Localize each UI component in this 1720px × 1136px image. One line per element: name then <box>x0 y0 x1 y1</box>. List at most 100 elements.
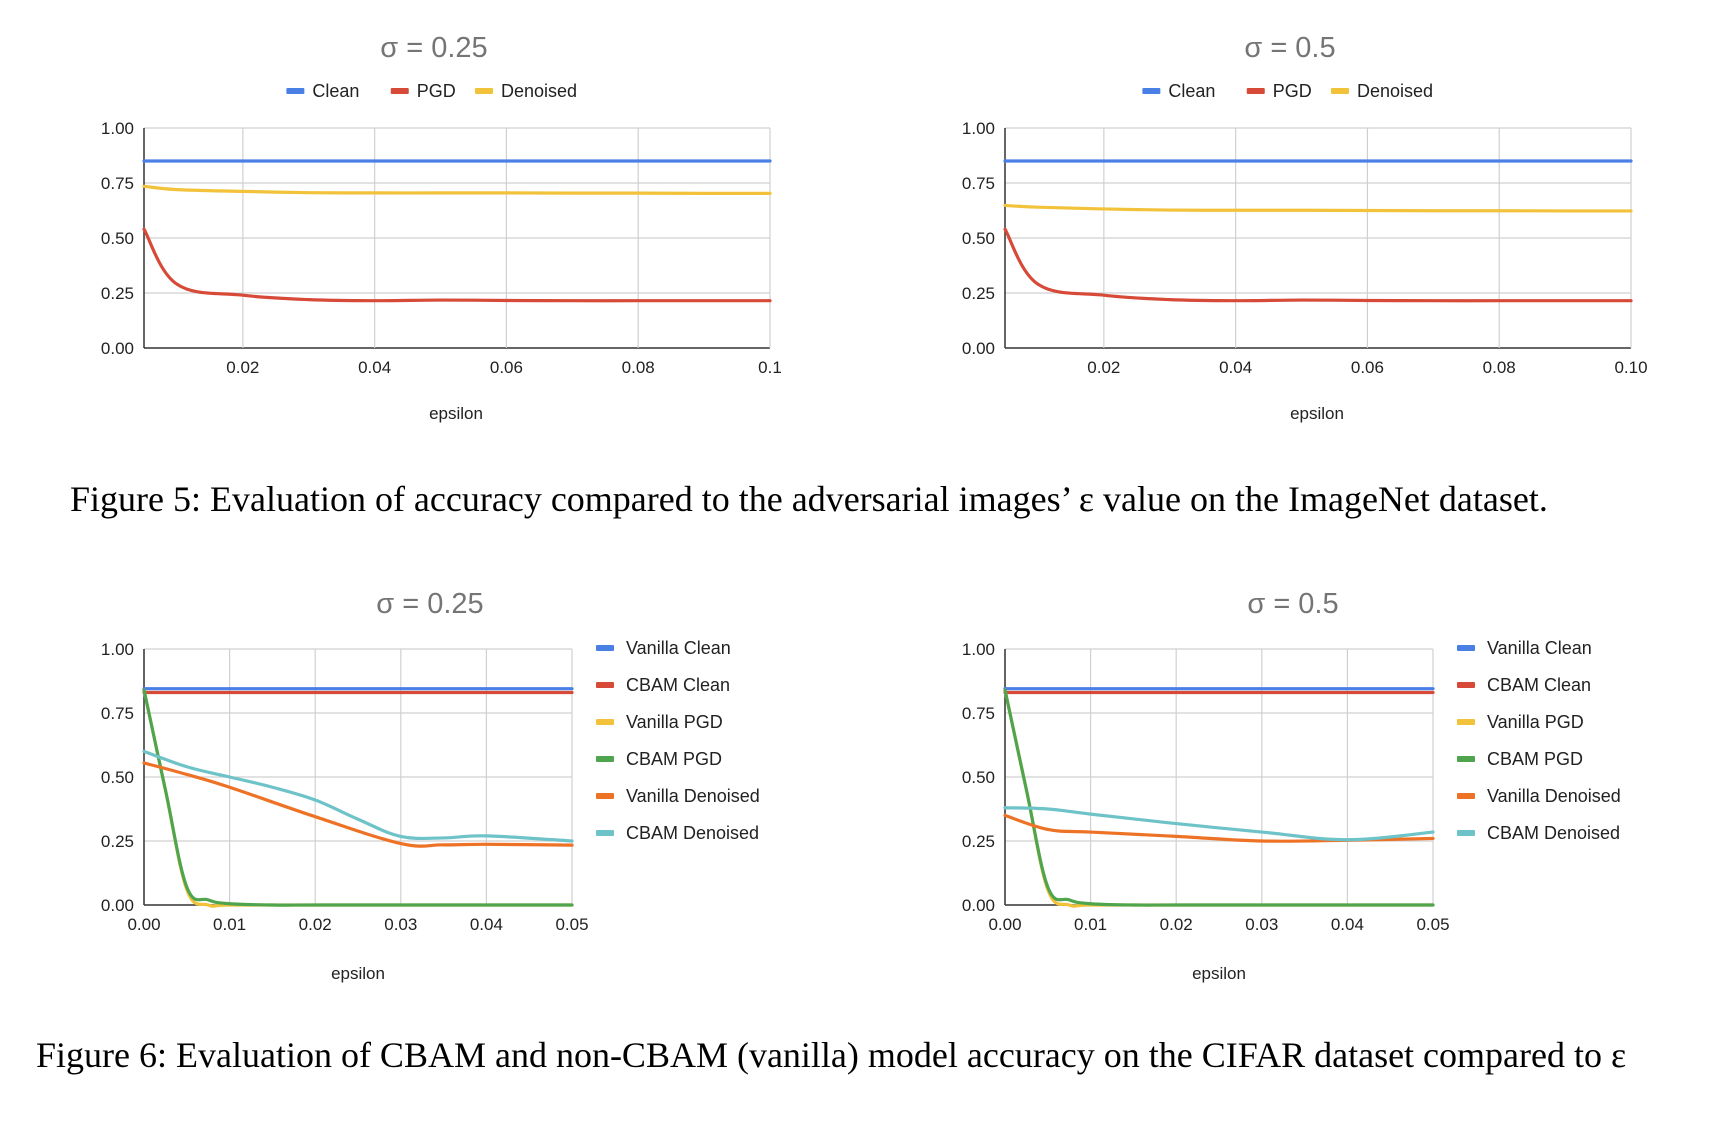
legend-label: CBAM PGD <box>626 749 722 769</box>
legend-swatch <box>1457 756 1475 762</box>
legend-swatch <box>1457 830 1475 836</box>
x-axis-label: epsilon <box>1192 964 1246 983</box>
y-tick-label: 0.25 <box>962 832 995 851</box>
y-tick-label: 0.75 <box>101 704 134 723</box>
series-line-denoised <box>1003 203 1633 213</box>
chart-1: σ = 0.25 0.00 0.25 0.50 0.75 1.00 0.02 0.04 0.06… <box>101 32 782 423</box>
x-tick-label: 0.00 <box>988 915 1021 934</box>
legend-label: Clean <box>312 81 359 101</box>
chart-title: σ = 0.5 <box>1244 32 1335 64</box>
series-line-vanilla-pgd <box>1003 688 1435 908</box>
series-line-pgd <box>142 227 772 303</box>
x-tick-label: 0.01 <box>213 915 246 934</box>
x-tick-label: 0.06 <box>490 358 523 377</box>
y-tick-label: 0.50 <box>962 768 995 787</box>
series-line-vanilla-denoised <box>142 761 574 848</box>
legend-swatch <box>390 88 409 94</box>
x-tick-label: 0.05 <box>1416 915 1449 934</box>
legend-swatch <box>1142 88 1161 94</box>
legend-swatch <box>1457 682 1475 688</box>
x-tick-label: 0.08 <box>1483 358 1516 377</box>
legend-swatch <box>1457 793 1475 799</box>
figure-5-caption: Figure 5: Evaluation of accuracy compare… <box>70 479 1548 519</box>
series-line-vanilla-pgd <box>142 688 574 908</box>
x-tick-label: 0.04 <box>1331 915 1364 934</box>
chart-title: σ = 0.5 <box>1247 588 1338 620</box>
x-tick-label: 0.04 <box>358 358 391 377</box>
y-tick-label: 0.50 <box>101 229 134 248</box>
y-tick-label: 0.25 <box>962 284 995 303</box>
legend-swatch <box>1457 719 1475 725</box>
y-tick-label: 0.00 <box>962 339 995 358</box>
y-tick-label: 0.25 <box>101 832 134 851</box>
y-tick-label: 0.00 <box>101 896 134 915</box>
legend-label: Clean <box>1168 81 1215 101</box>
y-tick-label: 0.75 <box>962 704 995 723</box>
x-axis-label: epsilon <box>429 404 483 423</box>
series-line-pgd <box>1003 227 1633 303</box>
x-tick-label: 0.04 <box>470 915 503 934</box>
x-tick-label: 0.05 <box>555 915 588 934</box>
series-line-cbam-pgd <box>1003 688 1435 907</box>
chart-title: σ = 0.25 <box>376 588 483 620</box>
legend-label: Vanilla Denoised <box>1487 786 1621 806</box>
legend-swatch <box>1246 88 1265 94</box>
legend-swatch <box>596 830 614 836</box>
y-tick-label: 0.25 <box>101 284 134 303</box>
x-tick-label: 0.02 <box>226 358 259 377</box>
x-tick-label: 0.00 <box>127 915 160 934</box>
legend-swatch <box>596 756 614 762</box>
x-axis-label: epsilon <box>1290 404 1344 423</box>
legend-label: Vanilla Clean <box>626 638 731 658</box>
x-tick-label: 0.02 <box>1160 915 1193 934</box>
x-tick-label: 0.10 <box>1614 358 1647 377</box>
y-tick-label: 1.00 <box>101 119 134 138</box>
legend-label: Denoised <box>501 81 577 101</box>
legend-label: PGD <box>417 81 456 101</box>
legend-label: CBAM Clean <box>1487 675 1591 695</box>
x-tick-label: 0.03 <box>1245 915 1278 934</box>
x-tick-label: 0.03 <box>384 915 417 934</box>
chart-3: σ = 0.25 0.00 0.25 0.50 0.75 1.00 0.00 0.01 0.02… <box>101 588 760 983</box>
y-tick-label: 0.00 <box>962 896 995 915</box>
x-tick-label: 0.02 <box>299 915 332 934</box>
x-tick-label: 0.08 <box>622 358 655 377</box>
y-tick-label: 0.75 <box>101 174 134 193</box>
legend-label: Vanilla PGD <box>1487 712 1584 732</box>
legend-swatch <box>475 88 493 94</box>
y-tick-label: 1.00 <box>101 640 134 659</box>
figure-6-caption: Figure 6: Evaluation of CBAM and non-CBA… <box>36 1035 1627 1075</box>
x-tick-label: 0.1 <box>758 358 782 377</box>
x-tick-label: 0.06 <box>1351 358 1384 377</box>
legend-label: Denoised <box>1357 81 1433 101</box>
y-tick-label: 1.00 <box>962 640 995 659</box>
legend-label: Vanilla Denoised <box>626 786 760 806</box>
x-tick-label: 0.04 <box>1219 358 1252 377</box>
legend-label: CBAM Clean <box>626 675 730 695</box>
legend-swatch <box>596 719 614 725</box>
series-line-cbam-denoised <box>142 749 574 843</box>
x-axis-label: epsilon <box>331 964 385 983</box>
x-tick-label: 0.02 <box>1087 358 1120 377</box>
legend-label: CBAM Denoised <box>1487 823 1620 843</box>
legend-swatch <box>286 88 305 94</box>
chart-2: σ = 0.5 0.00 0.25 0.50 0.75 1.00 0.02 0.04 0.06 0… <box>962 32 1648 423</box>
legend-swatch <box>596 682 614 688</box>
legend-label: Vanilla PGD <box>626 712 723 732</box>
legend-swatch <box>596 793 614 799</box>
chart-title: σ = 0.25 <box>380 32 487 64</box>
legend-swatch <box>596 645 614 651</box>
y-tick-label: 1.00 <box>962 119 995 138</box>
chart-4: σ = 0.5 0.00 0.25 0.50 0.75 1.00 0.00 0.01 0.02 0… <box>962 588 1621 983</box>
legend-label: PGD <box>1273 81 1312 101</box>
legend-label: CBAM Denoised <box>626 823 759 843</box>
series-line-cbam-pgd <box>142 688 574 907</box>
legend-swatch <box>1331 88 1349 94</box>
y-tick-label: 0.00 <box>101 339 134 358</box>
legend-label: CBAM PGD <box>1487 749 1583 769</box>
y-tick-label: 0.50 <box>101 768 134 787</box>
series-line-cbam-denoised <box>1003 806 1435 842</box>
x-tick-label: 0.01 <box>1074 915 1107 934</box>
legend-label: Vanilla Clean <box>1487 638 1592 658</box>
